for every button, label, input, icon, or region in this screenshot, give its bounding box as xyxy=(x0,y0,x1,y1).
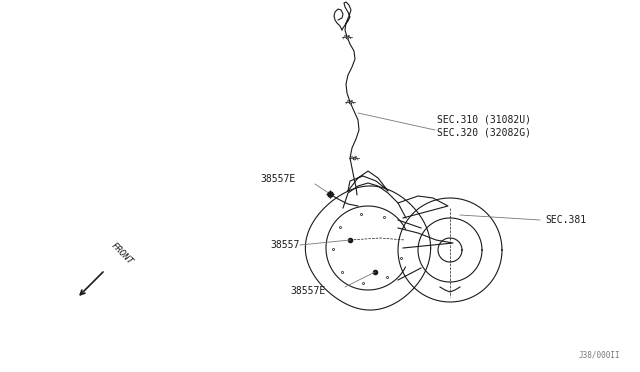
Text: SEC.310 (31082U): SEC.310 (31082U) xyxy=(437,114,531,124)
Text: 38557: 38557 xyxy=(270,240,300,250)
Text: FRONT: FRONT xyxy=(109,241,134,266)
Text: J38/000II: J38/000II xyxy=(579,351,620,360)
Text: 38557E: 38557E xyxy=(290,286,325,296)
Text: SEC.381: SEC.381 xyxy=(545,215,586,225)
Text: SEC.320 (32082G): SEC.320 (32082G) xyxy=(437,127,531,137)
Text: 38557E: 38557E xyxy=(260,174,295,184)
